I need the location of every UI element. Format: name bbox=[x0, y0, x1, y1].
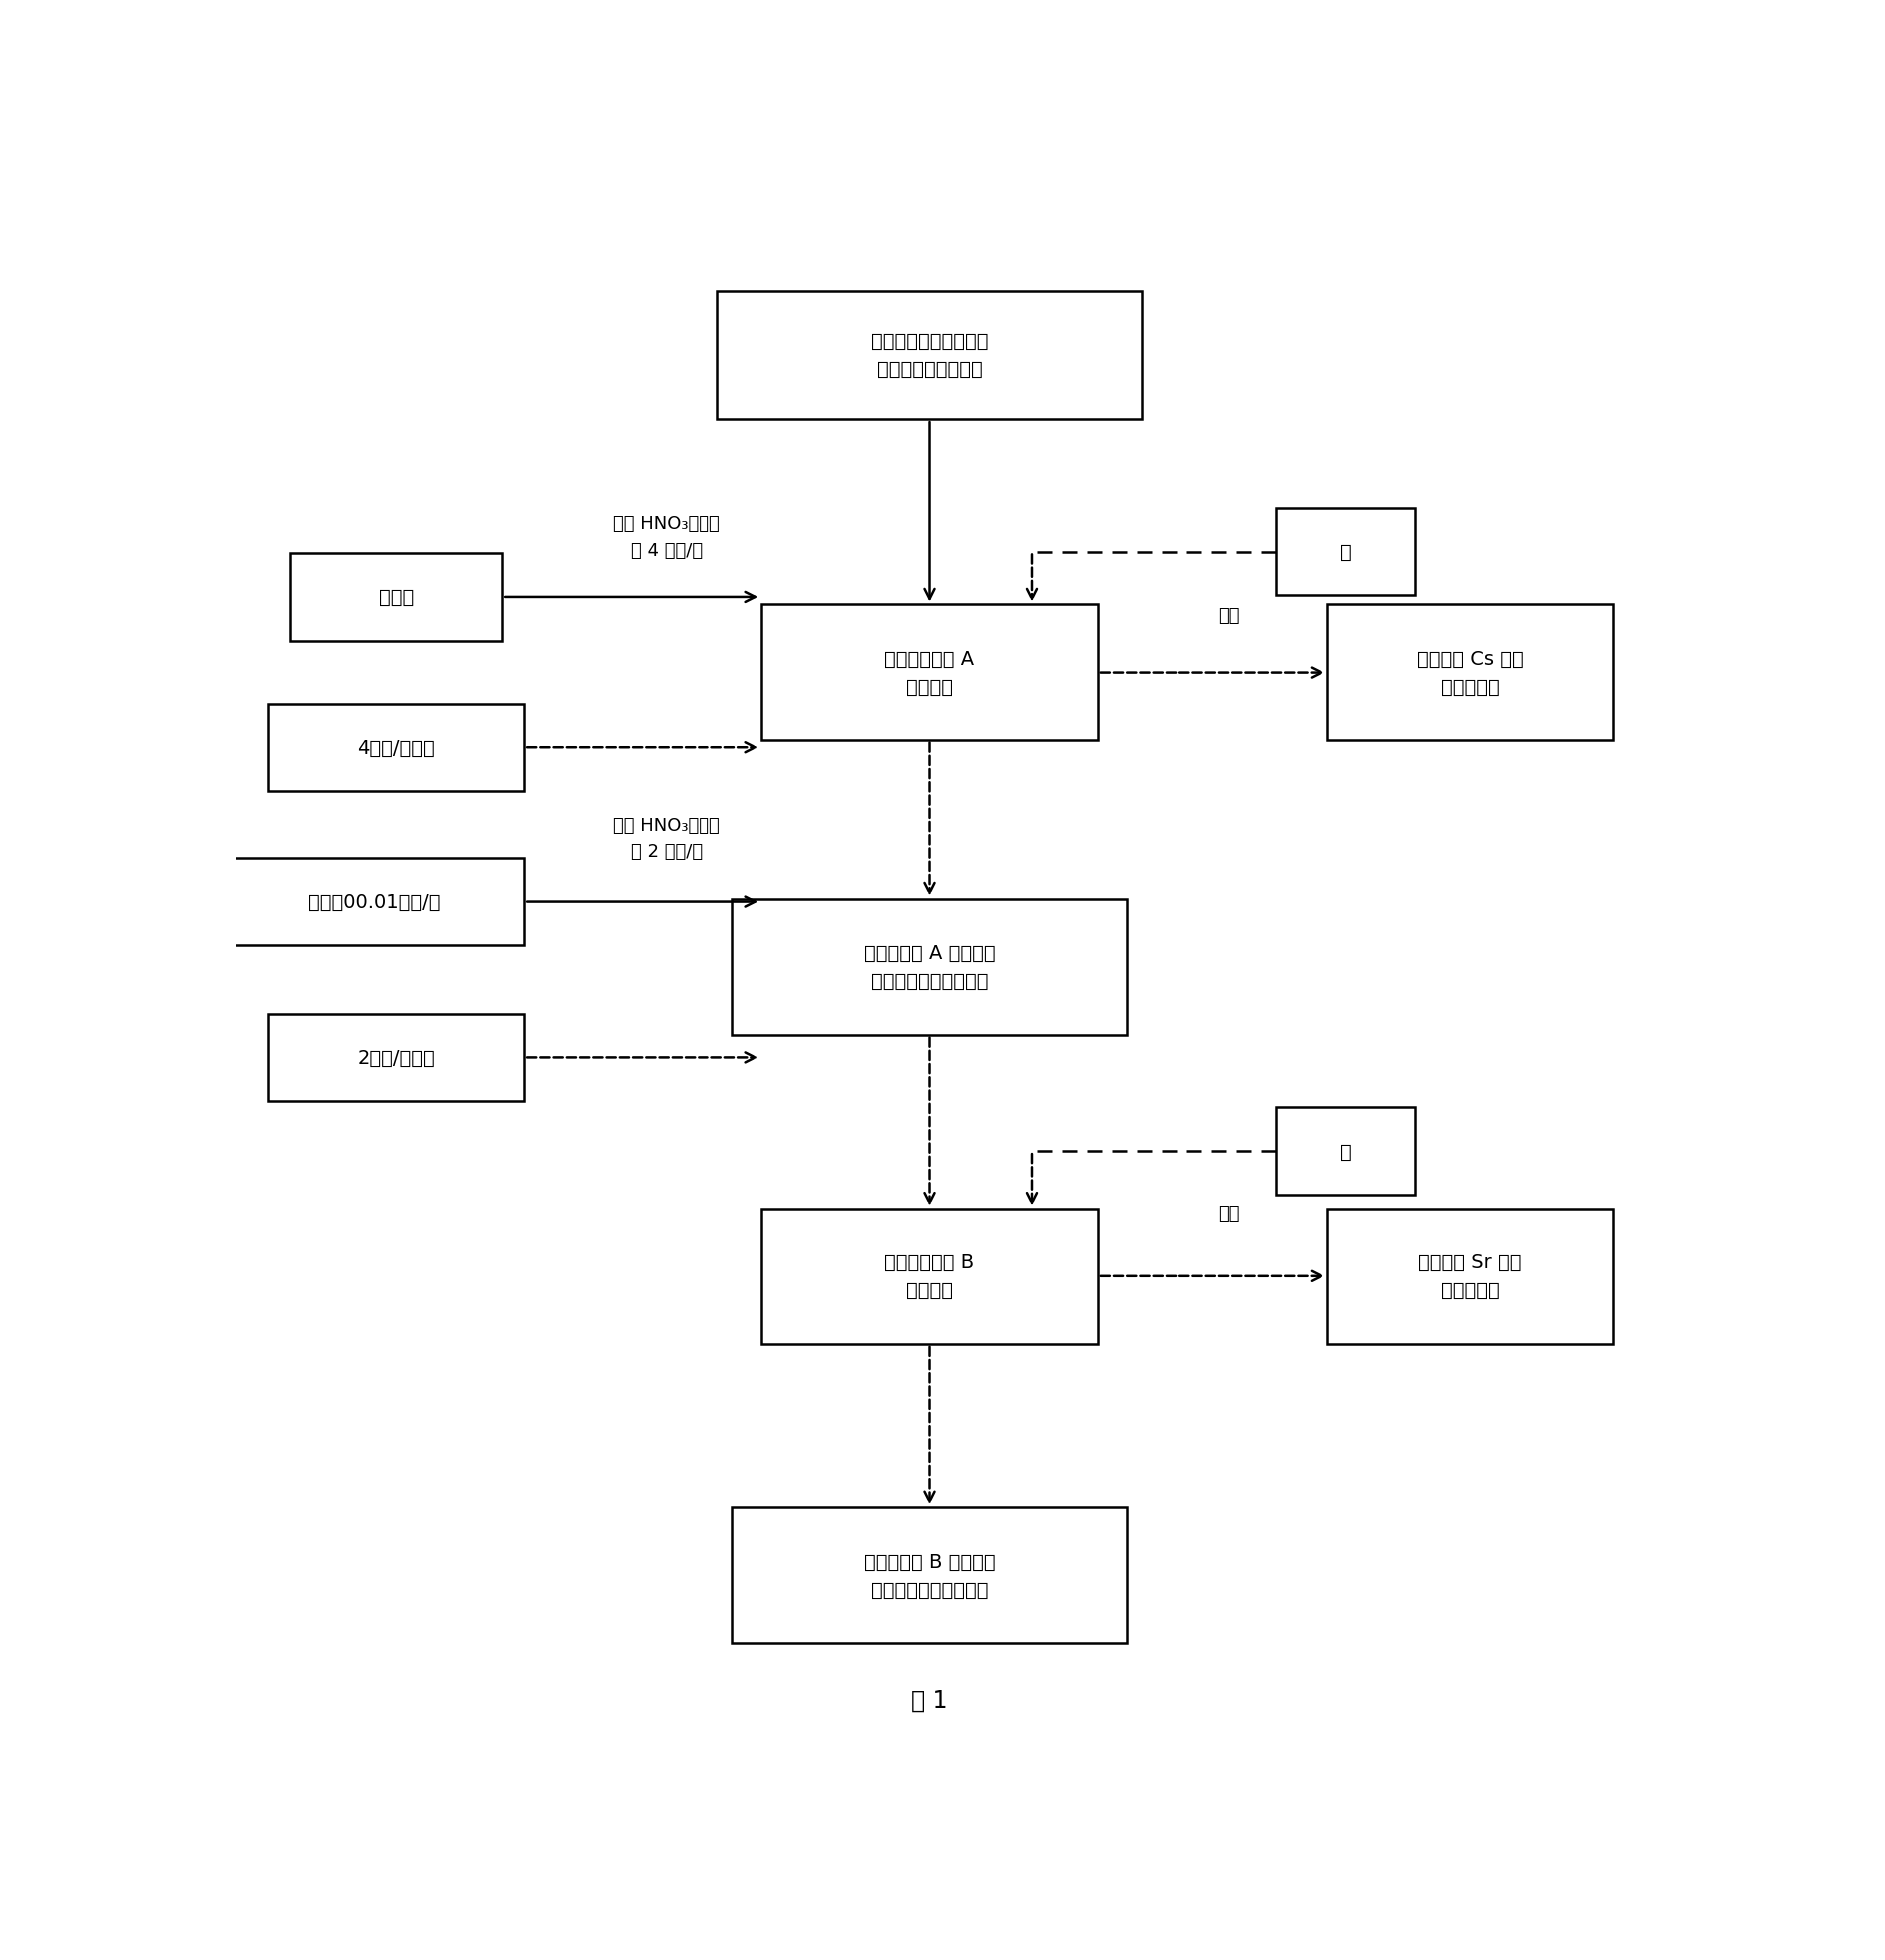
Text: 4摸尔/升硒酸: 4摸尔/升硒酸 bbox=[358, 739, 435, 759]
Text: 水: 水 bbox=[1340, 543, 1352, 563]
FancyBboxPatch shape bbox=[1276, 508, 1416, 596]
Text: 浓硒酸: 浓硒酸 bbox=[379, 588, 415, 608]
FancyBboxPatch shape bbox=[733, 900, 1127, 1035]
Text: 分离出次锂系元素后的
高放废物的硒酸溶液: 分离出次锂系元素后的 高放废物的硒酸溶液 bbox=[871, 333, 988, 380]
FancyBboxPatch shape bbox=[268, 704, 524, 792]
Text: 图 1: 图 1 bbox=[910, 1688, 948, 1711]
FancyBboxPatch shape bbox=[1327, 606, 1612, 741]
Text: 水: 水 bbox=[1340, 1143, 1352, 1160]
FancyBboxPatch shape bbox=[762, 606, 1097, 741]
FancyBboxPatch shape bbox=[762, 1209, 1097, 1345]
Text: 稀硒酸00.01摸尔/升: 稀硒酸00.01摸尔/升 bbox=[309, 894, 441, 911]
Text: 发热元素 Cs 硒酸
盐的水溶液: 发热元素 Cs 硒酸 盐的水溶液 bbox=[1418, 649, 1523, 696]
FancyBboxPatch shape bbox=[718, 292, 1140, 419]
Text: 不被吸附剂 A 吸附的金
属元素的硒酸盐流出物: 不被吸附剂 A 吸附的金 属元素的硒酸盐流出物 bbox=[863, 943, 995, 990]
FancyBboxPatch shape bbox=[733, 1507, 1127, 1642]
Text: 填装有吸附剂 A
的色谱柱: 填装有吸附剂 A 的色谱柱 bbox=[884, 649, 975, 696]
Text: 解析: 解析 bbox=[1218, 606, 1240, 625]
FancyBboxPatch shape bbox=[1276, 1107, 1416, 1196]
Text: 不被吸附剂 B 吸附的金
属元素的硒酸盐流出物: 不被吸附剂 B 吸附的金 属元素的硒酸盐流出物 bbox=[863, 1552, 995, 1599]
FancyBboxPatch shape bbox=[290, 553, 501, 641]
FancyBboxPatch shape bbox=[1327, 1209, 1612, 1345]
Text: 调整 HNO₃的浓度
至 4 摸尔/升: 调整 HNO₃的浓度 至 4 摸尔/升 bbox=[613, 515, 720, 559]
Text: 解析: 解析 bbox=[1218, 1203, 1240, 1223]
FancyBboxPatch shape bbox=[224, 858, 524, 947]
Text: 发热元素 Sr 硒酸
盐的水溶液: 发热元素 Sr 硒酸 盐的水溶液 bbox=[1418, 1252, 1521, 1299]
FancyBboxPatch shape bbox=[268, 1013, 524, 1102]
Text: 2摸尔/升硒酸: 2摸尔/升硒酸 bbox=[358, 1049, 435, 1066]
Text: 调整 HNO₃的浓度
至 2 摸尔/升: 调整 HNO₃的浓度 至 2 摸尔/升 bbox=[613, 817, 720, 860]
Text: 填装有吸附剂 B
的色谱柱: 填装有吸附剂 B 的色谱柱 bbox=[884, 1252, 975, 1299]
